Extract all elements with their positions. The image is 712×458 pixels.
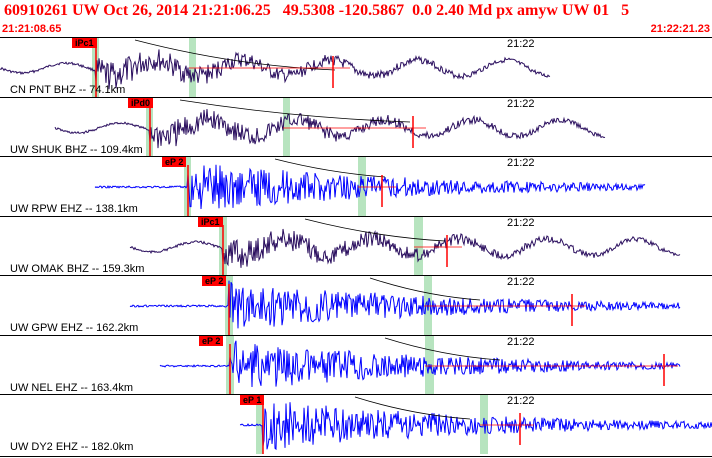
coda-window-bar (358, 157, 366, 216)
channel-label: UW SHUK BHZ -- 109.4km (10, 143, 143, 156)
waveform-plot (129, 276, 681, 335)
coda-fit-curve (134, 39, 336, 71)
waveform-plot (159, 335, 681, 395)
window-start-time: 21:21:08.65 (2, 23, 62, 35)
waveform-plot (94, 157, 646, 216)
channel-label: UW DY2 EHZ -- 182.0km (10, 441, 134, 453)
trace-panel[interactable]: iPc1 21:22 UW OMAK BHZ -- 159.3km (0, 215, 712, 276)
trace-panel[interactable]: eP 2 21:22 UW NEL EHZ -- 163.4km (0, 334, 712, 395)
waveform-trace (239, 402, 712, 451)
minute-mark-label: 21:22 (507, 38, 535, 50)
waveform-plot (239, 395, 712, 454)
waveform-plot (54, 97, 606, 157)
window-end-time: 21:22:21.23 (650, 23, 710, 35)
pick-label[interactable]: iPc1 (198, 216, 223, 227)
coda-fit-curve (354, 396, 471, 420)
trace-panel[interactable]: iPd0 21:22 UW SHUK BHZ -- 109.4km (0, 96, 712, 157)
pick-label[interactable]: eP 2 (199, 335, 224, 346)
coda-fit-curve (179, 99, 411, 122)
coda-window-bar (414, 216, 423, 276)
waveform-trace (0, 49, 551, 90)
waveform-trace (54, 108, 606, 148)
waveform-plot (0, 38, 551, 97)
pick-label[interactable]: eP 2 (202, 276, 227, 286)
waveform-trace (129, 228, 681, 268)
coda-fit-curve (384, 337, 501, 360)
bottom-divider (0, 456, 712, 457)
pick-label[interactable]: iPc1 (72, 38, 97, 48)
pick-label[interactable]: eP 1 (240, 395, 265, 405)
minute-mark-label: 21:22 (507, 335, 535, 348)
coda-fit-curve (274, 158, 386, 178)
waveform-trace (94, 164, 646, 210)
waveform-plot (129, 216, 681, 276)
minute-mark-label: 21:22 (507, 97, 535, 110)
minute-mark-label: 21:22 (507, 276, 535, 288)
event-header: 60910261 UW Oct 26, 2014 21:21:06.25 49.… (4, 2, 630, 19)
coda-fit-curve (304, 218, 446, 241)
channel-label: CN PNT BHZ -- 74.1km (10, 84, 126, 96)
coda-window-bar (283, 97, 290, 157)
coda-window-bar (189, 38, 196, 97)
pick-label[interactable]: iPd0 (128, 97, 154, 108)
pick-label[interactable]: eP 2 (162, 157, 187, 167)
channel-label: UW OMAK BHZ -- 159.3km (10, 262, 145, 275)
waveform-trace (159, 340, 681, 387)
trace-panel[interactable]: eP 2 21:22 UW RPW EHZ -- 138.1km (0, 156, 712, 216)
channel-label: UW RPW EHZ -- 138.1km (10, 203, 138, 215)
minute-mark-label: 21:22 (507, 157, 535, 169)
coda-fit-curve (369, 277, 481, 301)
trace-panel[interactable]: eP 2 21:22 UW GPW EHZ -- 162.2km (0, 275, 712, 335)
minute-mark-label: 21:22 (507, 395, 535, 407)
trace-panel[interactable]: iPc1 21:22 CN PNT BHZ -- 74.1km (0, 37, 712, 97)
channel-label: UW NEL EHZ -- 163.4km (10, 381, 134, 394)
minute-mark-label: 21:22 (507, 216, 535, 229)
trace-panel[interactable]: eP 1 21:22 UW DY2 EHZ -- 182.0km (0, 394, 712, 454)
waveform-trace (129, 280, 681, 329)
channel-label: UW GPW EHZ -- 162.2km (10, 322, 139, 334)
